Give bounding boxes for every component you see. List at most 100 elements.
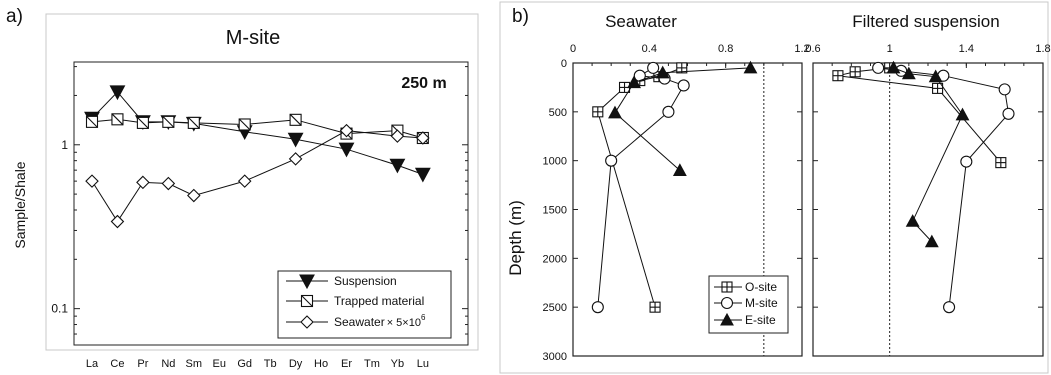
point-seawater-er [339,123,354,138]
y-tick-label-2000: 2000 [543,253,567,265]
legend-label-e-site: E-site [745,313,776,327]
filtered-suspension-point-m-site-0 [872,61,885,74]
panel-b: b) Seawater Filtered suspension Depth (m… [499,1,1051,374]
x-tick-label-sm: Sm [186,358,203,370]
seawater-x-tick-label-0: 0 [570,43,576,55]
panel-a-plot-area [73,61,469,346]
seawater-series-e-site [608,60,758,176]
filtered-suspension-point-e-site-5 [924,234,939,248]
series-line-trapped-material [91,118,423,139]
seawater-point-e-site-4 [672,163,687,176]
legend-label-seawater: Seawater × 5×106 [334,313,426,329]
filtered-suspension-point-e-site-4 [905,214,920,227]
series-line-suspension [91,91,424,175]
filtered-suspension-point-e-site-3 [955,107,970,121]
panel-b-legend: O-site M-site E-site [708,275,789,334]
panel-b-axes: 0 500 1000 1500 2000 2500 3000 0 0.4 0.8 1.20.6 1 1.… [543,43,1051,363]
filtered-suspension-x-tick-label-1: 1 [887,43,893,55]
filtered-suspension-x-tick-label-1-8: 1.8 [1035,43,1050,55]
point-seawater-lu [416,131,430,145]
seawater-point-e-site-1 [655,65,670,79]
x-tick-label-gd: Gd [237,358,252,370]
panel-a-frame [45,13,479,351]
x-tick-label-er: Er [341,358,352,370]
y-tick-label-0-1: 0.1 [51,302,68,316]
point-suspension-ce [109,85,126,101]
point-seawater-gd [237,174,252,188]
panel-a-legend: Suspension Trapped material Seawater × 5×… [277,270,452,339]
x-tick-label-pr: Pr [137,358,148,370]
x-tick-label-tb: Tb [264,358,277,370]
x-tick-label-dy: Dy [289,358,303,370]
panel-a-title: M-site [226,27,280,49]
series-seawater [85,123,430,229]
filtered-suspension-series-e-site [886,60,970,248]
point-suspension-lu [414,167,431,183]
seawater-point-m-site-5 [605,154,618,167]
point-seawater-nd [161,176,176,191]
filtered-suspension-point-m-site-5 [960,155,973,168]
panel-b-right-title: Filtered suspension [852,12,999,31]
panel-a: a) M-site 250 m Sample/Shale La Ce Pr Nd Sm E… [6,6,479,370]
panel-a-label: a) [6,6,23,27]
legend-label-o-site: O-site [745,280,777,294]
x-tick-label-yb: Yb [391,358,404,370]
point-suspension-er [338,142,355,158]
legend-marker-trapped-material-hatch [301,295,313,307]
legend-marker-seawater [300,315,314,329]
seawater-point-e-site-0 [743,60,758,74]
filtered-suspension-point-e-site-2 [928,69,943,83]
x-tick-label-ce: Ce [110,358,124,370]
panel-a-axes: La Ce Pr Nd Sm Eu Gd Tb Dy Ho Er Tm Yb Lu 1 0.1 [51,66,468,370]
legend-label-seawater-exponent: 6 [421,313,426,322]
seawater-point-m-site-4 [662,105,675,118]
seawater-point-m-site-3 [677,79,690,92]
filtered-suspension-x-tick-label-1-4: 1.4 [959,43,974,55]
filtered-suspension-point-m-site-6 [943,301,956,314]
point-seawater-pr [136,175,150,190]
legend-label-seawater-factor: × 5×10 [387,317,421,329]
point-seawater-dy [288,152,303,166]
point-trapped-material-sm-hatch [187,117,200,129]
point-trapped-material-gd-hatch [238,118,251,131]
seawater-point-e-site-3 [608,105,622,119]
seawater-x-tick-label-0-8: 0.8 [718,43,733,55]
panel-b-frame [499,1,1049,374]
panel-a-y-axis-label: Sample/Shale [12,161,28,248]
panel-b-left-title: Seawater [605,12,677,31]
point-seawater-sm [187,188,201,203]
filtered-suspension-point-e-site-1 [901,66,916,80]
legend-label-suspension: Suspension [334,274,397,288]
seawater-x-tick-label-0-4: 0.4 [642,43,657,55]
point-trapped-material-pr-hatch [137,117,149,129]
x-tick-label-nd: Nd [161,358,175,370]
seawater-point-m-site-1 [633,69,646,82]
point-suspension-yb [389,158,406,174]
y-tick-label-1: 1 [61,138,68,152]
y-tick-label-2500: 2500 [543,302,567,314]
legend-marker-suspension [299,274,315,290]
y-tick-label-1000: 1000 [543,156,567,168]
point-trapped-material-dy-hatch [289,113,302,126]
point-trapped-material-ce-hatch [111,113,124,126]
panel-b-label: b) [512,6,529,27]
series-line-seawater [91,130,423,223]
panel-b-y-axis-label: Depth (m) [506,200,525,276]
panel-a-series [84,85,431,229]
point-trapped-material-la-hatch [86,115,98,128]
panel-a-annotation: 250 m [401,75,446,92]
point-seawater-ce [110,214,125,229]
x-tick-label-eu: Eu [213,358,226,370]
legend-label-seawater-name: Seawater [334,315,385,329]
point-seawater-yb [390,129,405,143]
filtered-suspension-point-m-site-3 [998,83,1011,96]
filtered-suspension-point-m-site-4 [1002,107,1015,120]
seawater-point-m-site-6 [591,301,604,314]
legend-label-trapped-material: Trapped material [334,294,424,308]
x-tick-label-ho: Ho [314,358,328,370]
x-tick-label-tm: Tm [364,358,380,370]
y-tick-label-1500: 1500 [543,205,567,217]
point-suspension-dy [287,132,304,148]
seawater-point-m-site-0 [647,61,660,74]
